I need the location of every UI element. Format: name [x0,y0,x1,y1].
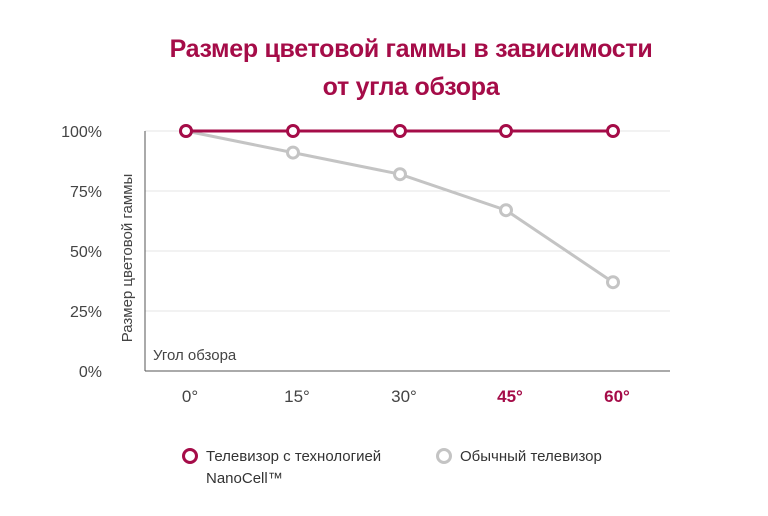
series-nanocell [179,124,620,138]
y-axis-label: Размер цветовой гаммы [119,174,136,343]
data-point-regular-2 [393,167,407,182]
y-tick-label-50: 50% [70,244,102,261]
chart-title: Размер цветовой гаммы в зависимости от у… [0,30,768,106]
series-regular [179,124,620,290]
data-point-regular-3 [499,203,513,218]
data-point-nanocell-0 [179,124,193,138]
y-tick-label-75: 75% [70,184,102,201]
chart-legend: Телевизор с технологией NanoCell™ Обычны… [182,446,602,490]
data-point-nanocell-4 [606,124,620,138]
data-point-nanocell-2 [393,124,407,138]
data-point-nanocell-3 [499,124,513,138]
data-point-regular-4 [606,275,620,290]
x-axis-label: Угол обзора [153,347,237,364]
y-tick-label-100: 100% [61,124,102,141]
data-point-regular-1 [286,145,300,160]
y-tick-label-25: 25% [70,304,102,321]
legend-item-regular: Обычный телевизор [436,446,602,490]
x-tick-label-0: 0° [182,387,198,406]
x-tick-label-3: 45° [497,387,523,406]
legend-marker-nanocell [182,448,198,464]
x-tick-label-2: 30° [391,387,417,406]
legend-marker-regular [436,448,452,464]
x-tick-label-4: 60° [604,387,630,406]
y-tick-label-0: 0% [79,364,102,381]
legend-label-regular: Обычный телевизор [460,448,602,465]
chart-title-line-2: от угла обзора [322,73,500,101]
data-point-nanocell-1 [286,124,300,138]
x-tick-label-1: 15° [284,387,310,406]
series-line-regular [185,129,614,284]
legend-item-nanocell: Телевизор с технологией NanoCell™ [182,446,406,490]
chart-title-line-1: Размер цветовой гаммы в зависимости [169,35,653,63]
legend-label-nanocell: Телевизор с технологией NanoCell™ [206,448,382,487]
